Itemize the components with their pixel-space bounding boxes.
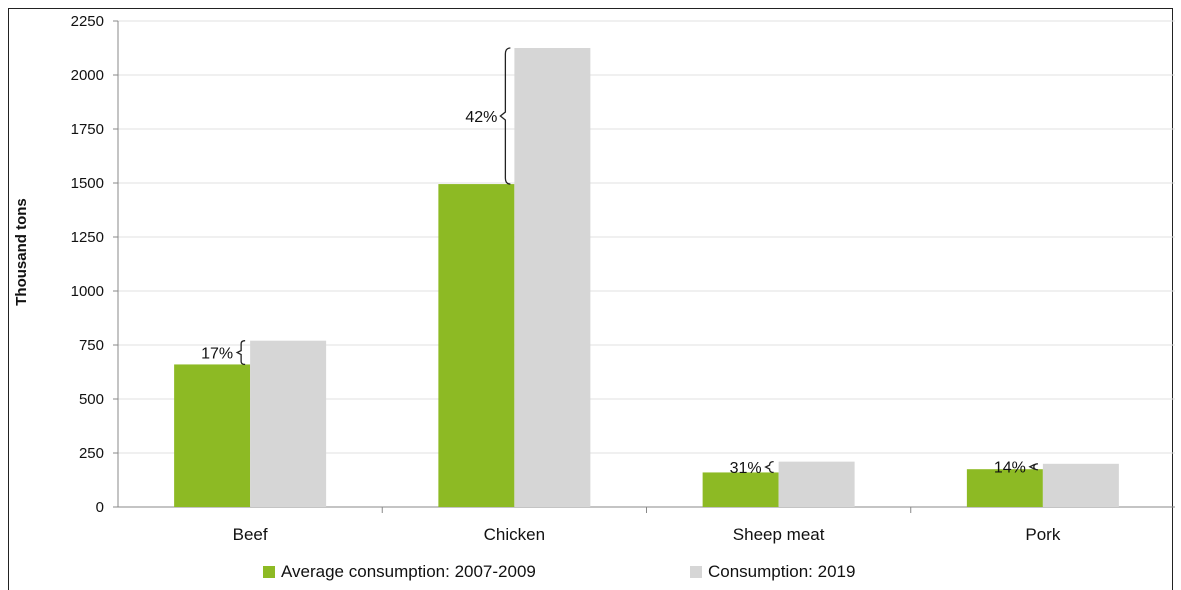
y-tick-label: 1000 xyxy=(71,283,104,300)
bar-average-sheep-meat xyxy=(702,472,779,507)
category-label: Chicken xyxy=(484,525,545,544)
increase-bracket xyxy=(764,460,774,474)
y-tick-label: 250 xyxy=(79,445,104,462)
percent-change-label: 31% xyxy=(730,460,762,477)
increase-bracket xyxy=(499,47,511,185)
bar-2019-chicken xyxy=(514,48,591,507)
category-label: Pork xyxy=(1025,525,1060,544)
y-axis-label: Thousand tons xyxy=(13,198,30,306)
bar-average-chicken xyxy=(438,184,515,507)
increase-bracket xyxy=(1028,463,1038,471)
category-label: Sheep meat xyxy=(733,525,825,544)
bar-2019-sheep-meat xyxy=(778,461,855,507)
percent-change-label: 42% xyxy=(465,109,497,126)
y-tick-label: 0 xyxy=(96,499,104,516)
legend-swatch-1 xyxy=(690,566,702,578)
y-tick-label: 1500 xyxy=(71,175,104,192)
chart-frame xyxy=(8,8,1173,590)
bar-average-beef xyxy=(174,364,251,507)
bar-2019-pork xyxy=(1042,463,1119,507)
y-tick-label: 2000 xyxy=(71,67,104,84)
percent-change-label: 14% xyxy=(994,460,1026,477)
y-tick-label: 1750 xyxy=(71,121,104,138)
y-tick-label: 2250 xyxy=(71,13,104,30)
y-tick-label: 1250 xyxy=(71,229,104,246)
y-tick-label: 750 xyxy=(79,337,104,354)
legend-label: Consumption: 2019 xyxy=(708,562,855,581)
increase-bracket xyxy=(235,340,246,366)
bar-2019-beef xyxy=(250,340,327,507)
legend-label: Average consumption: 2007-2009 xyxy=(281,562,536,581)
category-label: Beef xyxy=(233,525,268,544)
y-tick-label: 500 xyxy=(79,391,104,408)
percent-change-label: 17% xyxy=(201,346,233,363)
bar-average-pork xyxy=(966,469,1043,507)
legend-swatch-0 xyxy=(263,566,275,578)
